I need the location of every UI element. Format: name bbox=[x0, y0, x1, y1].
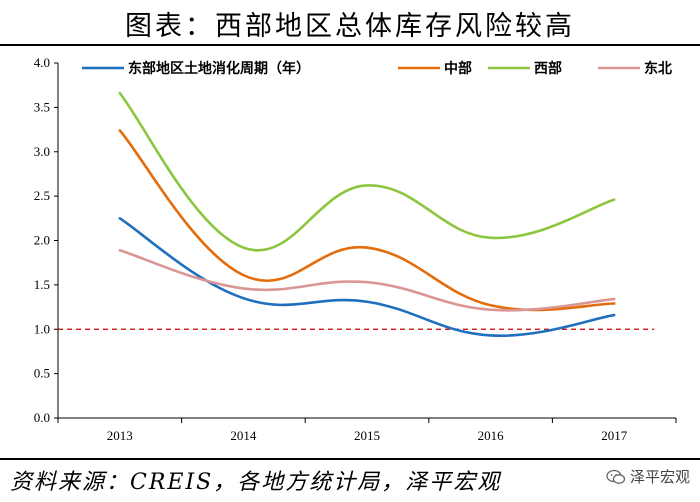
chart-title: 图表：西部地区总体库存风险较高 bbox=[125, 11, 575, 42]
chart-axes: 0.0 0.5 1.0 1.5 2.0 2.5 3.0 3.5 4.0 2013 2014 2015 2… bbox=[34, 55, 677, 443]
y-tick-label: 3.5 bbox=[34, 99, 50, 114]
legend-label-west: 西部 bbox=[534, 60, 562, 77]
legend: 东部地区土地消化周期（年） 中部 西部 东北 bbox=[82, 60, 672, 77]
watermark-text: 泽平宏观 bbox=[629, 468, 690, 486]
bottom-rule bbox=[0, 458, 700, 460]
y-tick-label: 0.5 bbox=[34, 366, 50, 381]
x-tick-label: 2016 bbox=[478, 428, 505, 443]
legend-label-northeast: 东北 bbox=[644, 60, 672, 77]
x-tick-label: 2013 bbox=[107, 428, 133, 443]
series-line-west bbox=[118, 91, 616, 252]
y-tick-label: 3.0 bbox=[34, 144, 50, 159]
y-tick-label: 1.5 bbox=[34, 277, 50, 292]
watermark: 泽平宏观 bbox=[606, 466, 690, 487]
y-tick-label: 0.0 bbox=[34, 410, 50, 425]
x-tick-label: 2014 bbox=[230, 428, 257, 443]
series-line-east bbox=[118, 217, 616, 337]
y-tick-label: 4.0 bbox=[34, 55, 50, 70]
x-tick-label: 2017 bbox=[601, 428, 628, 443]
series-lines bbox=[118, 91, 616, 337]
series-line-northeast bbox=[118, 248, 616, 312]
y-tick-label: 2.5 bbox=[34, 188, 50, 203]
top-rule bbox=[0, 44, 700, 46]
line-chart: 0.0 0.5 1.0 1.5 2.0 2.5 3.0 3.5 4.0 2013 2014 2015 2… bbox=[34, 55, 677, 443]
x-tick-label: 2015 bbox=[354, 428, 380, 443]
wechat-icon bbox=[606, 469, 626, 484]
source-note: 资料来源：CREIS，各地方统计局，泽平宏观 bbox=[10, 470, 502, 495]
y-tick-label: 1.0 bbox=[34, 321, 50, 336]
y-tick-label: 2.0 bbox=[34, 233, 50, 248]
legend-label-east: 东部地区土地消化周期（年） bbox=[128, 60, 310, 77]
legend-label-central: 中部 bbox=[444, 60, 472, 77]
